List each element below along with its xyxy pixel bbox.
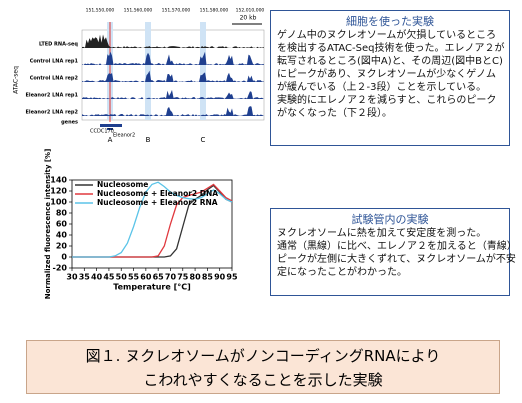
y-axis-label: Normalized fluorescence intensity [%] [44, 149, 52, 300]
y-tick-label: 120 [50, 187, 67, 196]
y-tick-label: 100 [50, 198, 67, 207]
box-title: 試験管内の実験 [351, 213, 429, 226]
marker-label: A [108, 136, 113, 144]
marker-label: B [146, 136, 151, 144]
y-tick-label: 80 [56, 209, 68, 218]
y-tick-label: 0 [61, 253, 67, 262]
box-line: 定になったことがわかった。 [277, 267, 407, 278]
y-tick-label: 20 [56, 242, 68, 251]
x-tick-label: 85 [202, 273, 214, 282]
coordinate-label: 151,580,000 [200, 8, 229, 14]
axis-label: ATAC-seq [13, 66, 20, 94]
gene-model [100, 124, 122, 127]
track-label: Eleanor2 LNA rep1 [26, 93, 79, 99]
legend-label: Nucleosome + Eleanor2 RNA [97, 198, 218, 207]
box-line: がなくなった（下２段）。 [277, 108, 392, 119]
highlight [200, 22, 206, 120]
y-tick-label: 140 [50, 176, 67, 185]
box-line: を検出するATAC-Seq技術を使った。エレノア２が [277, 43, 505, 54]
box-line: ヌクレオソームに熱を加えて安定度を測った。 [277, 228, 487, 239]
x-tick-label: 75 [177, 273, 189, 282]
caption-line: こわれやすくなることを示した実験 [143, 371, 383, 389]
box-line: 実験的にエレノア２を減らすと、これらのピーク [277, 95, 497, 106]
x-tick-label: 55 [128, 273, 140, 282]
box-title: 細胞を使った実験 [346, 15, 434, 28]
x-tick-label: 90 [214, 273, 226, 282]
box-line: にピークがあり、ヌクレオソームが少なくゲノム [277, 69, 496, 80]
box-body: ゲノム中のヌクレオソームが欠損しているところ を検出するATAC-Seq技術を使っ… [277, 29, 505, 120]
track-signal [82, 70, 264, 82]
track-signal [82, 106, 264, 116]
caption-line: 図１. ヌクレオソームがノンコーディングRNAにより [85, 347, 441, 365]
text-box: 細胞を使った実験 ゲノム中のヌクレオソームが欠損しているところ を検出するATAC… [270, 10, 510, 146]
track-signal [82, 34, 264, 48]
x-tick-label: 65 [153, 273, 165, 282]
gene-label: CCDC170 [90, 129, 114, 135]
x-tick-label: 30 [66, 273, 78, 282]
track-signal [82, 89, 264, 99]
coordinate-label: 152,010,000 [236, 8, 265, 14]
box-line: が緩んでいる（上２-3段）ことを示している。 [277, 82, 487, 93]
x-tick-label: 50 [116, 273, 128, 282]
coordinate-label: 151,550,000 [86, 8, 115, 14]
caption: 図１. ヌクレオソームがノンコーディングRNAにより こわれやすくなることを示した… [26, 340, 500, 394]
box-line: ピークが左側に大きくずれて、ヌクレオソームが不安 [277, 254, 516, 265]
scale-label: 20 kb [240, 15, 257, 22]
box-line: 転写されるところ(図中A)と、その周辺(図中BとC) [277, 56, 503, 67]
track-signal [82, 51, 264, 65]
gene-label: Eleanor2 [113, 133, 135, 139]
x-axis-label: Temperature [°C] [113, 283, 191, 292]
y-tick-label: 40 [56, 231, 68, 240]
x-tick-label: 95 [226, 273, 238, 282]
box-body: ヌクレオソームに熱を加えて安定度を測った。通常（黒線）に比べ、エレノア２を加える… [277, 227, 517, 279]
legend-label: Nucleosome [97, 180, 148, 189]
track-label: LTED RNA-seq [39, 42, 78, 48]
box-line: 通常（黒線）に比べ、エレノア２を加えると（青線） [277, 241, 517, 252]
text-box: 試験管内の実験 ヌクレオソームに熱を加えて安定度を測った。通常（黒線）に比べ、エ… [270, 208, 517, 296]
x-tick-label: 70 [165, 273, 177, 282]
marker-label: C [201, 136, 206, 144]
x-tick-label: 45 [103, 273, 115, 282]
series-line [72, 181, 233, 258]
highlight [145, 22, 151, 120]
y-tick-label: -20 [53, 264, 68, 273]
x-tick-label: 40 [91, 273, 103, 282]
coordinate-label: 151,560,000 [124, 8, 153, 14]
coordinate-label: 151,570,000 [162, 8, 191, 14]
gene-model [107, 128, 113, 130]
legend-label: Nucleosome + Eleanor2 DNA [97, 189, 218, 198]
track-label: Control LNA rep1 [30, 59, 79, 65]
track-label: genes [61, 120, 78, 126]
track-label: Control LNA rep2 [30, 76, 79, 82]
box-line: ゲノム中のヌクレオソームが欠損しているところ [277, 30, 497, 41]
x-tick-label: 60 [140, 273, 152, 282]
y-tick-label: 60 [56, 220, 68, 229]
track-label: Eleanor2 LNA rep2 [26, 110, 79, 116]
x-tick-label: 80 [190, 273, 202, 282]
x-tick-label: 35 [79, 273, 91, 282]
